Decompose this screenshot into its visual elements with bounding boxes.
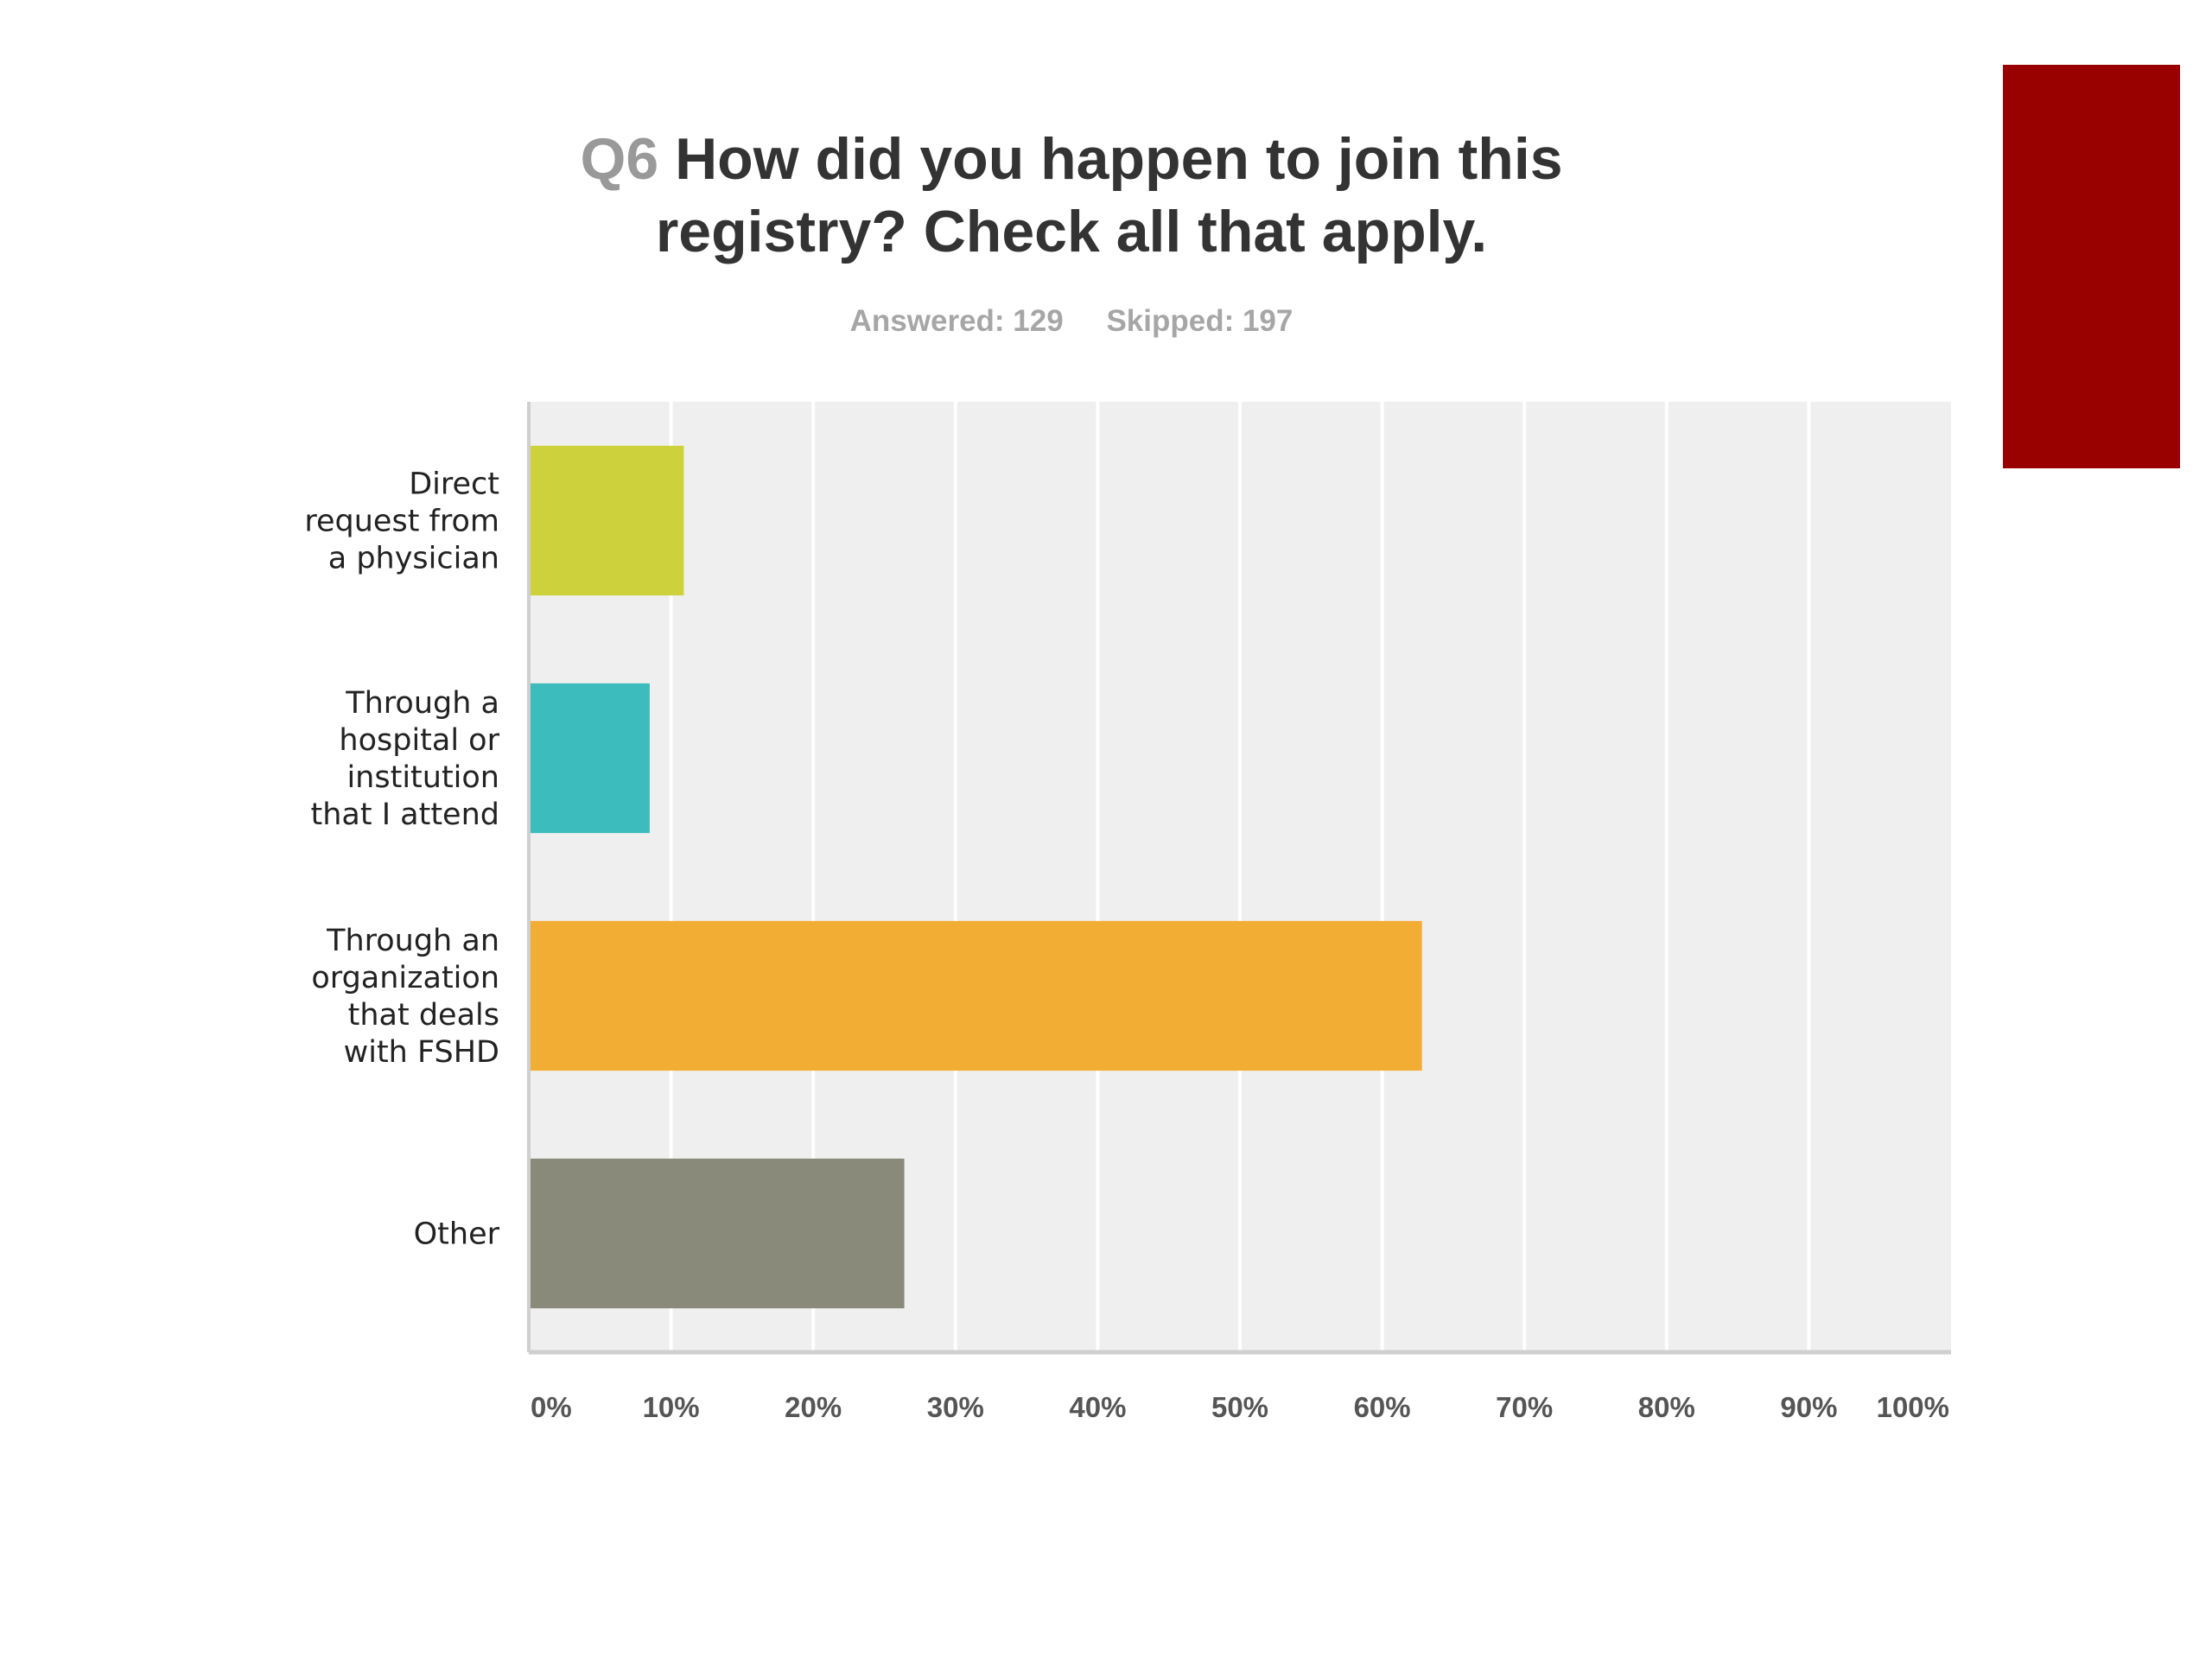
x-tick-label-1: 10%	[643, 1391, 700, 1423]
category-label-line: Other	[414, 1217, 500, 1252]
x-tick-label-7: 70%	[1496, 1391, 1553, 1423]
title-line-2: registry? Check all that apply.	[655, 199, 1488, 264]
x-tick-label-10: 100%	[1877, 1391, 1949, 1423]
category-label-line: Direct	[409, 467, 499, 502]
category-label-0: Direct request from a physician	[304, 467, 499, 576]
x-tick-label-5: 50%	[1211, 1391, 1268, 1423]
x-tick-label-3: 30%	[927, 1391, 984, 1423]
response-counts: Answered: 129 Skipped: 197	[484, 304, 1659, 339]
x-tick-label-9: 90%	[1780, 1391, 1837, 1423]
category-label-line: organization	[311, 961, 499, 995]
x-tick-label-6: 60%	[1354, 1391, 1411, 1423]
answered-count: Answered: 129	[849, 304, 1064, 338]
skipped-count: Skipped: 197	[1106, 304, 1294, 338]
bar-1	[529, 683, 650, 834]
bar-0	[529, 445, 684, 596]
category-label-2: Through an organization that deals with FSH…	[311, 924, 499, 1070]
title-text-1: How did you happen to join this	[675, 126, 1563, 192]
category-label-line: with FSHD	[344, 1035, 499, 1070]
bars	[529, 445, 1422, 1309]
category-label-line: request from	[304, 505, 499, 539]
category-label-3: Other	[414, 1217, 500, 1252]
bar-3	[529, 1158, 905, 1309]
chart-title: Q6 How did you happen to join this regis…	[484, 123, 1659, 268]
x-tick-label-8: 80%	[1638, 1391, 1695, 1423]
x-tick-label-2: 20%	[785, 1391, 842, 1423]
title-line-1: Q6 How did you happen to join this	[484, 123, 1659, 195]
category-label-1: Through a hospital or institution that I at…	[311, 686, 500, 832]
question-number: Q6	[580, 126, 659, 192]
category-label-line: a physician	[328, 542, 499, 576]
x-tick-label-0: 0%	[531, 1391, 572, 1423]
category-label-line: Through a	[345, 686, 499, 721]
x-tick-labels: 0% 10% 20% 30% 40% 50% 60% 70% 80% 90% 100%	[531, 1391, 1949, 1423]
accent-block	[2003, 65, 2180, 468]
category-label-line: Through an	[326, 924, 499, 958]
category-label-line: that deals	[348, 998, 499, 1033]
category-labels: Direct request from a physician Through a ho…	[304, 467, 499, 1252]
category-label-line: hospital or	[339, 723, 499, 758]
x-tick-label-4: 40%	[1069, 1391, 1126, 1423]
category-label-line: that I attend	[311, 798, 499, 832]
bar-2	[529, 920, 1422, 1071]
category-label-line: institution	[346, 760, 499, 795]
